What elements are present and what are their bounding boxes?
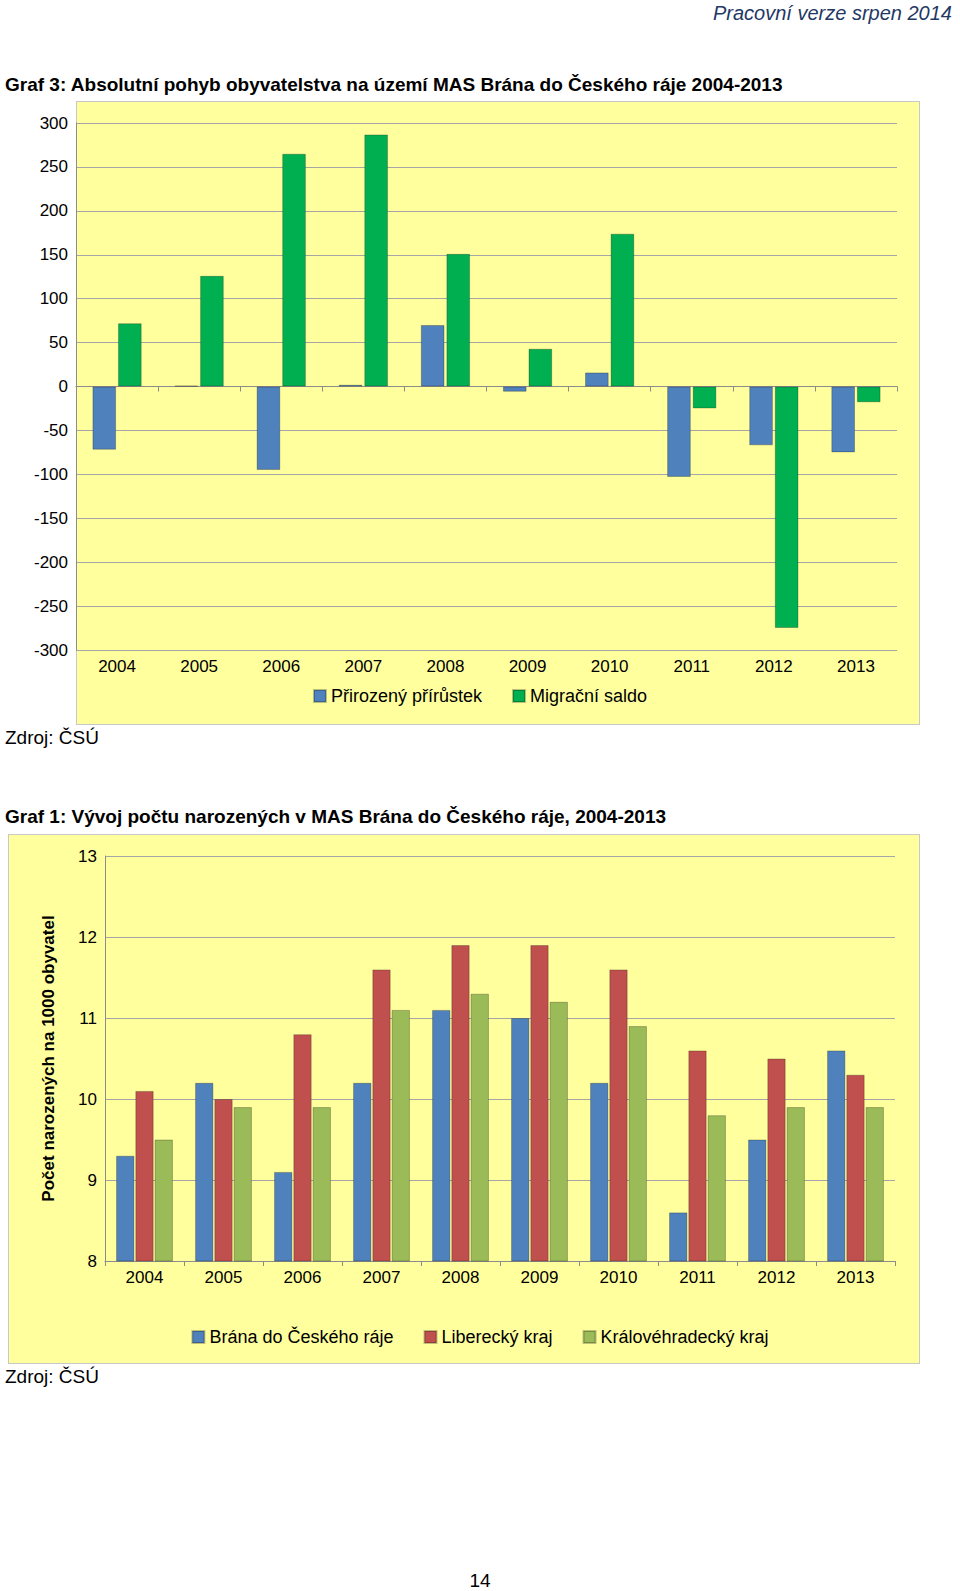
html-text:Graf 1: Vývoj počtu narozených: Graf 1: Vývoj počtu narozených v MAS Brá… xyxy=(5,806,666,827)
svg-text:2012: 2012 xyxy=(755,657,793,676)
svg-text:Liberecký kraj: Liberecký kraj xyxy=(441,1327,552,1347)
svg-text:2008: 2008 xyxy=(427,657,465,676)
svg-text:13: 13 xyxy=(78,847,97,866)
svg-text:Migrační saldo: Migrační saldo xyxy=(530,686,647,706)
svg-text:Brána do Českého ráje: Brána do Českého ráje xyxy=(209,1326,393,1347)
html-text:Pracovní verze srpen 2014: Pracovní verze srpen 2014 xyxy=(713,2,952,24)
svg-text:2013: 2013 xyxy=(837,1268,875,1287)
svg-text:300: 300 xyxy=(40,114,68,133)
svg-text:-200: -200 xyxy=(34,553,68,572)
svg-text:100: 100 xyxy=(40,289,68,308)
svg-text:2009: 2009 xyxy=(521,1268,559,1287)
svg-text:2010: 2010 xyxy=(600,1268,638,1287)
svg-text:200: 200 xyxy=(40,201,68,220)
svg-text:Přirozený přírůstek: Přirozený přírůstek xyxy=(331,686,483,706)
svg-text:Královéhradecký kraj: Královéhradecký kraj xyxy=(601,1327,769,1347)
svg-text:-300: -300 xyxy=(34,641,68,660)
svg-text:2010: 2010 xyxy=(591,657,629,676)
svg-text:2007: 2007 xyxy=(363,1268,401,1287)
svg-text:2004: 2004 xyxy=(98,657,136,676)
svg-text:2008: 2008 xyxy=(442,1268,480,1287)
svg-text:2005: 2005 xyxy=(205,1268,243,1287)
svg-text:2006: 2006 xyxy=(262,657,300,676)
svg-text:2011: 2011 xyxy=(673,657,710,676)
svg-text:2007: 2007 xyxy=(344,657,382,676)
svg-text:12: 12 xyxy=(78,928,97,947)
svg-text:11: 11 xyxy=(79,1009,97,1028)
svg-text:-50: -50 xyxy=(43,421,68,440)
svg-text:Počet narozených na 1000 obyva: Počet narozených na 1000 obyvatel xyxy=(39,915,58,1201)
svg-text:2009: 2009 xyxy=(509,657,547,676)
svg-text:9: 9 xyxy=(88,1171,97,1190)
html-text:Zdroj: ČSÚ: Zdroj: ČSÚ xyxy=(5,1366,99,1387)
svg-text:2013: 2013 xyxy=(837,657,875,676)
svg-text:2006: 2006 xyxy=(284,1268,322,1287)
svg-text:2012: 2012 xyxy=(758,1268,796,1287)
svg-text:250: 250 xyxy=(40,157,68,176)
svg-text:-150: -150 xyxy=(34,509,68,528)
svg-text:10: 10 xyxy=(78,1090,97,1109)
svg-text:2004: 2004 xyxy=(126,1268,164,1287)
html-text:14: 14 xyxy=(469,1570,491,1591)
html-text:Zdroj: ČSÚ: Zdroj: ČSÚ xyxy=(5,727,99,748)
svg-text:0: 0 xyxy=(59,377,68,396)
svg-text:2011: 2011 xyxy=(679,1268,716,1287)
html-text:Graf 3: Absolutní pohyb obyvat: Graf 3: Absolutní pohyb obyvatelstva na … xyxy=(5,74,783,95)
svg-text:8: 8 xyxy=(88,1252,97,1271)
svg-text:2005: 2005 xyxy=(180,657,218,676)
svg-text:150: 150 xyxy=(40,245,68,264)
svg-text:50: 50 xyxy=(49,333,68,352)
svg-text:-250: -250 xyxy=(34,597,68,616)
svg-text:-100: -100 xyxy=(34,465,68,484)
